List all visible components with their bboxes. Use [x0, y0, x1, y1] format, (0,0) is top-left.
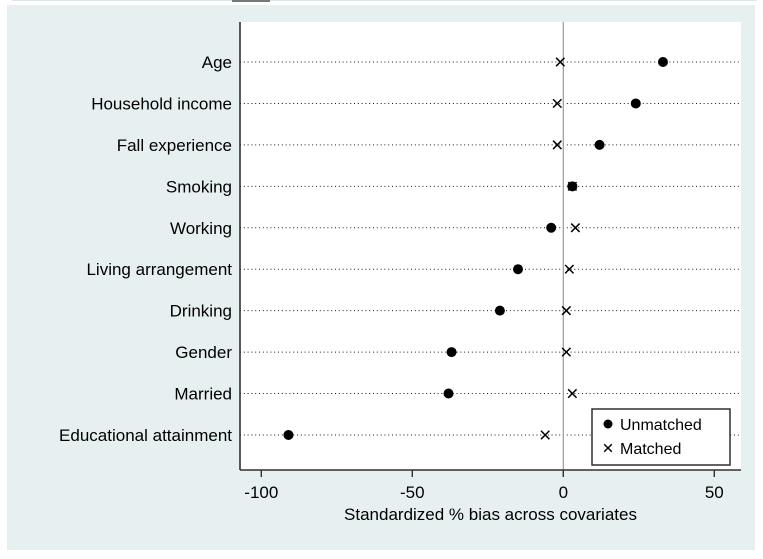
top-border-artifact-line: [12, 0, 757, 1]
x-axis-title: Standardized % bias across covariates: [344, 505, 637, 524]
x-tick-label: 50: [705, 483, 724, 502]
matched-marker: [564, 264, 575, 274]
unmatched-marker: [594, 139, 605, 150]
unmatched-marker: [657, 57, 668, 67]
category-label: Household income: [91, 94, 232, 113]
plot-background: [240, 22, 741, 470]
category-label: Age: [202, 53, 232, 72]
figure-background: Age Household income Fall experience Smokin…: [7, 5, 755, 550]
category-label: Fall experience: [117, 136, 232, 155]
x-tick-label: 0: [559, 483, 568, 502]
bias-dot-plot-chart: Age Household income Fall experience Smokin…: [7, 5, 755, 550]
unmatched-marker: [494, 305, 505, 316]
matched-marker: [555, 57, 566, 67]
matched-marker: [552, 98, 562, 109]
category-label: Working: [170, 219, 232, 238]
matched-marker: [567, 388, 578, 399]
matched-marker: [570, 223, 581, 233]
top-border-artifact-segment: [232, 0, 270, 2]
unmatched-marker: [567, 181, 578, 192]
matched-marker: [552, 140, 562, 150]
category-label: Drinking: [170, 302, 232, 321]
category-label: Married: [174, 385, 232, 404]
x-tick-label: -100: [244, 483, 278, 502]
unmatched-marker: [443, 388, 454, 399]
matched-marker: [561, 305, 572, 316]
legend-unmatched-circle-icon: [603, 419, 613, 429]
legend-label-unmatched: Unmatched: [620, 417, 702, 434]
unmatched-marker: [283, 429, 294, 440]
legend-label-matched: Matched: [620, 441, 681, 458]
category-label: Educational attainment: [59, 426, 232, 445]
legend-box: [591, 408, 731, 466]
unmatched-marker: [513, 264, 523, 275]
category-label: Smoking: [166, 177, 232, 196]
matched-marker: [561, 347, 572, 357]
x-tick-label: -50: [400, 483, 425, 502]
category-label: Gender: [175, 343, 232, 362]
unmatched-marker: [630, 98, 641, 109]
unmatched-marker: [546, 222, 557, 233]
category-label: Living arrangement: [86, 260, 232, 279]
matched-marker: [540, 430, 550, 440]
legend-matched-x-icon: [603, 443, 613, 453]
unmatched-marker: [446, 347, 457, 358]
